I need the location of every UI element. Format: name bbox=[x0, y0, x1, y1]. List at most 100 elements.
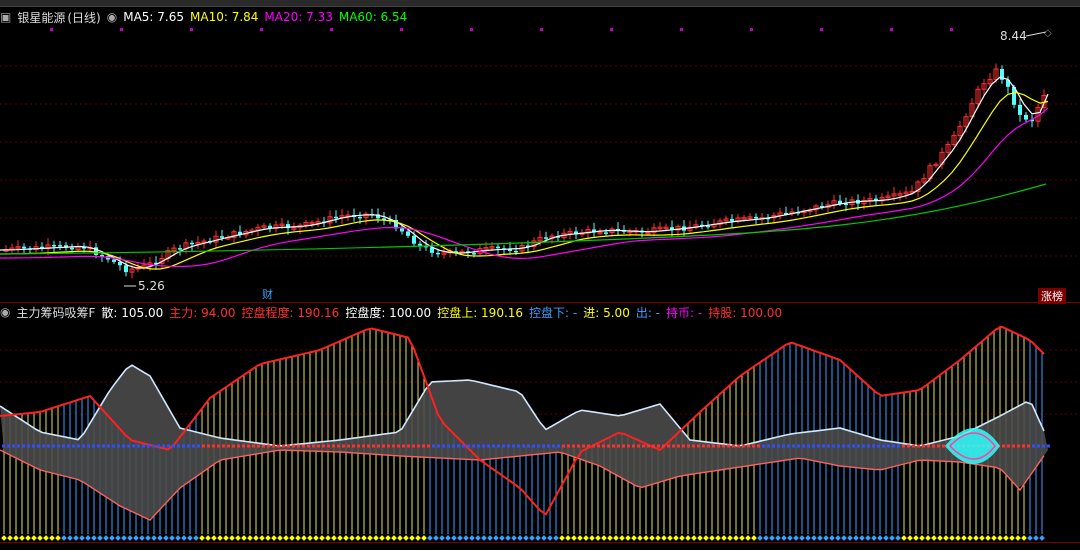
bottom-diamond bbox=[835, 535, 841, 541]
candle-down bbox=[52, 245, 56, 247]
midline-dot bbox=[12, 444, 15, 448]
bottom-diamond bbox=[1015, 535, 1021, 541]
midline-dot bbox=[852, 444, 855, 448]
ma5-label: MA5 bbox=[123, 10, 150, 24]
indicator-chart[interactable] bbox=[0, 320, 1080, 542]
bottom-diamond bbox=[229, 535, 235, 541]
midline-dot bbox=[462, 444, 465, 448]
midline-dot bbox=[92, 444, 95, 448]
bottom-diamond bbox=[535, 535, 541, 541]
midline-dot bbox=[162, 444, 165, 448]
candle-down bbox=[670, 227, 674, 231]
bottom-diamond bbox=[589, 535, 595, 541]
midline-dot bbox=[107, 444, 110, 448]
bottom-diamond bbox=[799, 535, 805, 541]
bottom-diamond bbox=[847, 535, 853, 541]
midline-dot bbox=[907, 444, 910, 448]
candle-up bbox=[741, 217, 747, 220]
candle-up bbox=[657, 226, 663, 230]
midline-dot bbox=[697, 444, 700, 448]
midline-dot bbox=[137, 444, 140, 448]
candle-down bbox=[94, 247, 98, 256]
candle-down bbox=[334, 216, 338, 219]
signal-marker bbox=[890, 28, 893, 31]
bottom-diamond bbox=[151, 535, 157, 541]
bottom-diamond bbox=[67, 535, 73, 541]
midline-dot bbox=[1027, 444, 1030, 448]
midline-dot bbox=[452, 444, 455, 448]
midline-dot bbox=[322, 444, 325, 448]
bottom-diamond bbox=[529, 535, 535, 541]
midline-dot bbox=[902, 444, 905, 448]
midline-dot bbox=[32, 444, 35, 448]
midline-dot bbox=[327, 444, 330, 448]
candle-down bbox=[616, 228, 620, 231]
candle-up bbox=[303, 221, 309, 226]
bottom-diamond bbox=[145, 535, 151, 541]
candle-down bbox=[754, 216, 758, 219]
midline-dot bbox=[587, 444, 590, 448]
candle-down bbox=[784, 212, 788, 215]
midline-dot bbox=[822, 444, 825, 448]
bottom-diamond bbox=[235, 535, 241, 541]
ma5-line bbox=[0, 76, 1049, 269]
bottom-diamond bbox=[367, 535, 373, 541]
bottom-diamond bbox=[733, 535, 739, 541]
bottom-diamond bbox=[655, 535, 661, 541]
bottom-diamond bbox=[631, 535, 637, 541]
midline-dot bbox=[192, 444, 195, 448]
high-price-pointer bbox=[1025, 31, 1047, 37]
bottom-diamond bbox=[493, 535, 499, 541]
indicator-options-icon[interactable]: ◉ bbox=[0, 305, 11, 319]
candle-up bbox=[363, 213, 369, 219]
bottom-diamond bbox=[619, 535, 625, 541]
finance-marker[interactable]: 财 bbox=[262, 287, 273, 300]
bottom-diamond bbox=[889, 535, 895, 541]
midline-dot bbox=[812, 444, 815, 448]
indicator-jin: 进: 5.00 bbox=[583, 305, 630, 320]
midline-dot bbox=[932, 444, 935, 448]
midline-dot bbox=[447, 444, 450, 448]
candle-down bbox=[112, 259, 116, 262]
bottom-diamond bbox=[907, 535, 913, 541]
bottom-diamond bbox=[997, 535, 1003, 541]
price-chart[interactable]: 8.44 5.26 财 ◇ bbox=[0, 26, 1080, 300]
bottom-diamond bbox=[343, 535, 349, 541]
bottom-diamond bbox=[349, 535, 355, 541]
midline-dot bbox=[937, 444, 940, 448]
candle-down bbox=[268, 225, 272, 229]
bottom-diamond bbox=[373, 535, 379, 541]
bottom-diamond bbox=[115, 535, 121, 541]
bottom-diamond bbox=[643, 535, 649, 541]
midline-dot bbox=[652, 444, 655, 448]
bottom-diamond bbox=[511, 535, 517, 541]
candle-down bbox=[1030, 119, 1034, 122]
settings-icon[interactable]: ▣ bbox=[0, 10, 12, 24]
bottom-diamond bbox=[595, 535, 601, 541]
bottom-diamond bbox=[307, 535, 313, 541]
bottom-diamond bbox=[481, 535, 487, 541]
midline-dot bbox=[482, 444, 485, 448]
midline-dot bbox=[277, 444, 280, 448]
candle-up bbox=[885, 195, 891, 199]
midline-dot bbox=[752, 444, 755, 448]
midline-dot bbox=[382, 444, 385, 448]
top-toolbar[interactable] bbox=[0, 0, 1080, 7]
candle-down bbox=[1006, 79, 1010, 87]
diamond-icon[interactable]: ◇ bbox=[1044, 28, 1052, 39]
bottom-diamond bbox=[409, 535, 415, 541]
candle-down bbox=[376, 214, 380, 219]
bottom-diamond bbox=[73, 535, 79, 541]
midline-dot bbox=[602, 444, 605, 448]
signal-marker bbox=[610, 28, 613, 31]
bottom-diamond bbox=[685, 535, 691, 541]
midline-dot bbox=[72, 444, 75, 448]
ma-options-icon[interactable]: ◉ bbox=[106, 10, 118, 24]
midline-dot bbox=[772, 444, 775, 448]
candle-up bbox=[231, 231, 237, 239]
bottom-diamond bbox=[97, 535, 103, 541]
bottom-diamond bbox=[133, 535, 139, 541]
midline-dot bbox=[527, 444, 530, 448]
zhangbang-button[interactable]: 涨榜 bbox=[1038, 288, 1066, 304]
bottom-diamond bbox=[541, 535, 547, 541]
